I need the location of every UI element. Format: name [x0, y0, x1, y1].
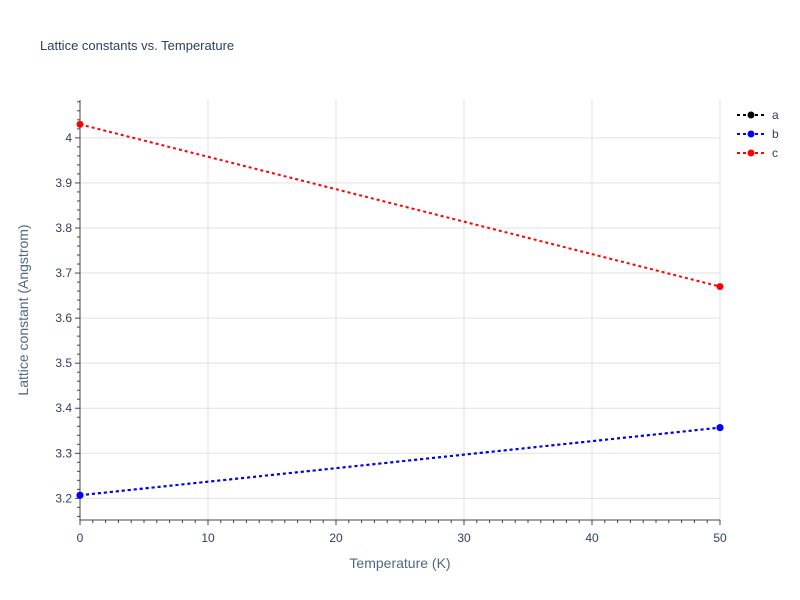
- x-axis-title: Temperature (K): [349, 555, 450, 571]
- x-tick-label: 10: [201, 531, 215, 545]
- y-axis-title: Lattice constant (Angstrom): [15, 224, 31, 395]
- legend[interactable]: abc: [737, 108, 779, 160]
- axes: 0 10 20 30 40 50 3.2 3.3 3.4 3.5 3.6 3.7 3.8 3.9 4: [55, 100, 727, 545]
- series-line-c: [79, 123, 721, 288]
- legend-marker-a: [747, 111, 755, 119]
- x-tick-label: 50: [713, 531, 727, 545]
- series-group: [76, 120, 724, 499]
- x-tick-label: 40: [585, 531, 599, 545]
- y-tick-label: 3.2: [55, 491, 72, 505]
- y-tick-label: 3.3: [55, 446, 72, 460]
- legend-marker-c: [747, 149, 755, 157]
- legend-item-b[interactable]: b: [737, 127, 779, 141]
- y-tick-label: 3.5: [55, 356, 72, 370]
- legend-label-b: b: [772, 127, 779, 141]
- x-tick-label: 20: [329, 531, 343, 545]
- chart-title: Lattice constants vs. Temperature: [40, 38, 234, 53]
- data-point-c[interactable]: [716, 283, 724, 291]
- legend-item-c[interactable]: c: [737, 146, 778, 160]
- data-point-b[interactable]: [716, 424, 724, 432]
- data-point-c[interactable]: [76, 120, 84, 128]
- x-tick-label: 30: [457, 531, 471, 545]
- legend-label-a: a: [772, 108, 779, 122]
- y-tick-label: 3.6: [55, 311, 72, 325]
- y-tick-label: 3.4: [55, 401, 72, 415]
- legend-label-c: c: [772, 146, 778, 160]
- y-tick-label: 3.9: [55, 176, 72, 190]
- grid: [80, 100, 721, 520]
- legend-marker-b: [747, 130, 755, 138]
- data-point-b[interactable]: [76, 491, 84, 499]
- legend-item-a[interactable]: a: [737, 108, 779, 122]
- y-tick-label: 3.7: [55, 266, 72, 280]
- series-line-b: [79, 426, 721, 497]
- y-tick-label: 4: [65, 131, 72, 145]
- y-tick-label: 3.8: [55, 221, 72, 235]
- x-tick-label: 0: [77, 531, 84, 545]
